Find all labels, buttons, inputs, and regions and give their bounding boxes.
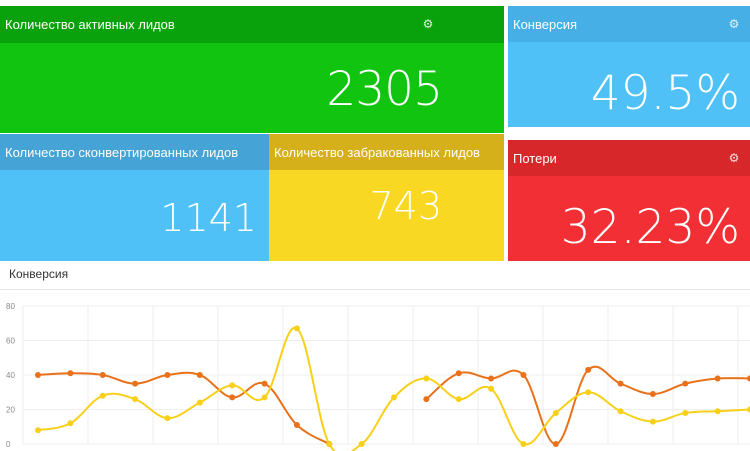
series-point[interactable]: [132, 396, 139, 403]
series-point[interactable]: [35, 427, 41, 434]
series-point[interactable]: [196, 372, 203, 378]
series-point[interactable]: [423, 375, 430, 382]
y-tick-label: 80: [6, 302, 15, 311]
series-point[interactable]: [585, 366, 592, 373]
series-point[interactable]: [552, 409, 559, 416]
active-leads-title: Количество активных лидов: [5, 17, 175, 32]
active-leads-value: 2305: [326, 62, 443, 117]
gear-icon[interactable]: ⚙: [422, 17, 434, 31]
series-point[interactable]: [649, 418, 656, 425]
losses-value: 32.23%: [560, 200, 740, 255]
losses-header: Потери ⚙: [508, 140, 750, 176]
series-point[interactable]: [585, 389, 592, 396]
converted-leads-header: Количество сконвертированных лидов: [0, 134, 269, 170]
conversion-value: 49.5%: [590, 66, 740, 121]
conversion-line-chart: 0 20 40 60 80: [6, 302, 750, 451]
series-point[interactable]: [714, 375, 721, 382]
series-point[interactable]: [229, 394, 236, 401]
series-point[interactable]: [714, 408, 721, 415]
chart-divider: [0, 289, 750, 290]
series-point[interactable]: [132, 380, 139, 387]
y-tick-label: 60: [6, 337, 15, 346]
series-point[interactable]: [164, 372, 171, 378]
rejected-leads-header: Количество забракованных лидов: [269, 134, 504, 170]
chart-grid: [22, 305, 750, 445]
converted-leads-value: 1141: [160, 196, 257, 240]
series-point[interactable]: [649, 390, 656, 397]
series-point[interactable]: [67, 420, 74, 427]
series-point[interactable]: [617, 408, 624, 415]
gear-icon[interactable]: ⚙: [728, 17, 740, 31]
series-point[interactable]: [455, 370, 462, 377]
conversion-header: Конверсия ⚙: [508, 6, 750, 42]
rejected-leads-title: Количество забракованных лидов: [274, 144, 480, 160]
series-point[interactable]: [293, 325, 300, 332]
series-point[interactable]: [326, 441, 333, 447]
series-line: [425, 365, 750, 445]
series-point[interactable]: [552, 441, 559, 447]
chart-series-lines: [37, 327, 750, 451]
series-point[interactable]: [682, 380, 689, 387]
series-point[interactable]: [35, 372, 41, 378]
conversion-title: Конверсия: [513, 16, 578, 32]
series-point[interactable]: [67, 370, 74, 377]
losses-title: Потери: [513, 150, 557, 166]
series-point[interactable]: [423, 396, 430, 403]
series-point[interactable]: [747, 406, 750, 413]
series-line: [37, 327, 750, 451]
rejected-leads-tile: Количество забракованных лидов 743: [269, 134, 504, 261]
converted-leads-tile: Количество сконвертированных лидов 1141: [0, 134, 269, 261]
series-point[interactable]: [196, 399, 203, 406]
active-leads-header: Количество активных лидов ⚙: [0, 6, 504, 43]
series-point[interactable]: [455, 396, 462, 403]
series-point[interactable]: [229, 382, 236, 389]
active-leads-tile: Количество активных лидов ⚙ 2305: [0, 6, 504, 133]
series-point[interactable]: [488, 375, 495, 382]
series-point[interactable]: [164, 415, 171, 422]
series-point[interactable]: [99, 372, 106, 378]
series-point[interactable]: [261, 394, 268, 401]
gear-icon[interactable]: ⚙: [728, 151, 740, 165]
series-point[interactable]: [747, 375, 750, 382]
series-point[interactable]: [391, 394, 397, 401]
chart-y-axis: 0 20 40 60 80: [6, 302, 15, 449]
y-tick-label: 40: [6, 371, 15, 380]
series-point[interactable]: [261, 380, 268, 387]
rejected-leads-value: 743: [369, 184, 442, 228]
series-point[interactable]: [293, 422, 300, 429]
conversion-tile: Конверсия ⚙ 49.5%: [508, 6, 750, 127]
chart-title: Конверсия: [9, 267, 69, 281]
series-point[interactable]: [358, 441, 365, 447]
series-point[interactable]: [99, 392, 106, 399]
series-point[interactable]: [520, 372, 527, 378]
y-tick-label: 0: [6, 440, 11, 449]
series-point[interactable]: [682, 409, 689, 416]
series-point[interactable]: [617, 380, 624, 387]
series-point[interactable]: [488, 385, 495, 392]
losses-tile: Потери ⚙ 32.23%: [508, 140, 750, 261]
series-line: [37, 371, 330, 445]
chart-series-points: [35, 325, 750, 447]
converted-leads-title: Количество сконвертированных лидов: [5, 144, 239, 160]
series-point[interactable]: [520, 441, 527, 447]
y-tick-label: 20: [6, 406, 15, 415]
